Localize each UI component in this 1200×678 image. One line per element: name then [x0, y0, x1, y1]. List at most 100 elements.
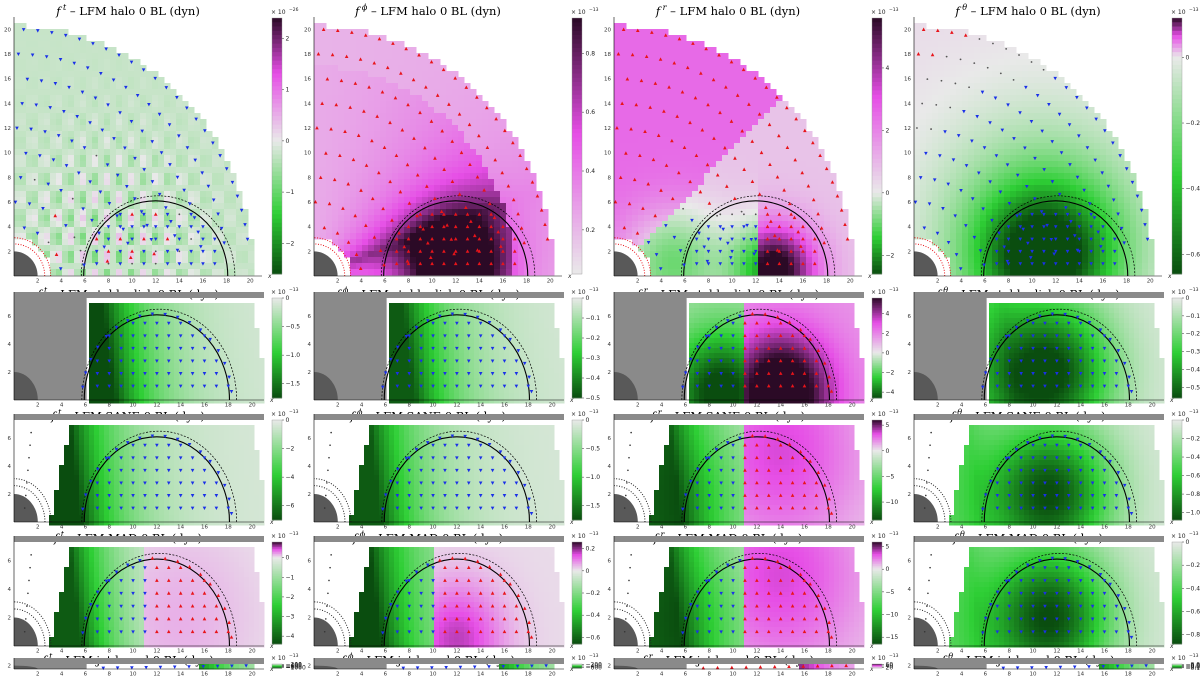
heat-cell: [440, 107, 447, 114]
heat-cell: [218, 203, 225, 210]
marker-positive: [377, 36, 382, 41]
heat-cell: [728, 143, 735, 150]
heat-cell: [650, 89, 657, 96]
heat-cell: [44, 107, 51, 114]
marker-negative: [185, 106, 189, 110]
marker-positive: [364, 163, 369, 167]
marker-zero: [79, 249, 82, 252]
heat-cell: [32, 107, 39, 114]
heat-cell: [704, 119, 711, 126]
y-tick-label: 10: [304, 151, 311, 157]
heat-cell: [644, 113, 651, 120]
heat-cell: [944, 107, 951, 114]
marker-negative: [730, 225, 734, 229]
heat-cell: [686, 233, 693, 240]
heat-cell: [644, 239, 651, 246]
marker-positive: [765, 237, 770, 241]
heat-cell: [926, 95, 933, 102]
colorbar-segment: [872, 201, 882, 207]
heat-cell: [98, 47, 105, 54]
heat-cell: [92, 53, 99, 60]
heat-cell: [38, 137, 45, 144]
heat-cell: [668, 59, 675, 66]
heat-cell: [350, 53, 357, 60]
heat-cell: [620, 23, 627, 30]
heat-cell: [110, 53, 117, 60]
heat-cell: [698, 77, 705, 84]
heat-cell: [362, 35, 369, 42]
heat-cell: [50, 191, 57, 198]
colorbar-segment: [572, 60, 582, 66]
heat-cell: [458, 137, 465, 144]
heat-cell: [182, 227, 189, 234]
heat-cell: [656, 35, 663, 42]
marker-positive: [627, 201, 632, 206]
heat-cell: [80, 233, 87, 240]
heat-cell: [644, 137, 651, 144]
heat-cell: [536, 191, 543, 198]
heat-cell: [716, 155, 723, 162]
marker-positive: [367, 85, 371, 89]
marker-positive: [429, 60, 434, 64]
heat-cell: [410, 89, 417, 96]
heat-cell: [668, 197, 675, 204]
heat-cell: [74, 173, 81, 180]
heat-cell: [104, 83, 111, 90]
heat-cell: [764, 149, 771, 156]
heat-cell: [656, 47, 663, 54]
heat-cell: [776, 107, 783, 114]
heat-cell: [362, 29, 369, 36]
heat-cell: [680, 203, 687, 210]
heat-cell: [20, 35, 27, 42]
heat-cell: [332, 239, 339, 246]
heat-cell: [434, 227, 441, 234]
heat-cell: [662, 173, 669, 180]
heat-cell: [806, 161, 813, 168]
heat-cell: [380, 227, 387, 234]
marker-positive: [670, 138, 674, 143]
heat-cell: [956, 197, 963, 204]
heat-cell: [398, 173, 405, 180]
heat-cell: [938, 107, 945, 114]
heat-cell: [122, 53, 129, 60]
heat-cell: [128, 191, 135, 198]
heat-cell: [44, 221, 51, 228]
heat-cell: [914, 203, 921, 210]
heat-cell: [368, 227, 375, 234]
heat-cell: [200, 203, 207, 210]
heat-cell: [380, 239, 387, 246]
marker-positive: [488, 201, 492, 206]
heat-cell: [344, 197, 351, 204]
heat-cell: [704, 167, 711, 174]
heat-cell: [332, 71, 339, 78]
heat-cell: [92, 83, 99, 90]
heat-cell: [74, 41, 81, 48]
x-tick-label: 16: [799, 279, 806, 285]
heat-cell: [404, 95, 411, 102]
marker-negative: [682, 263, 686, 267]
heat-cell: [458, 221, 465, 228]
heat-cell: [938, 239, 945, 246]
heat-cell: [38, 53, 45, 60]
heat-cell: [158, 83, 165, 90]
heat-cell: [656, 143, 663, 150]
marker-negative: [88, 121, 92, 125]
heat-cell: [344, 125, 351, 132]
heat-cell: [722, 107, 729, 114]
heat-cell: [836, 221, 843, 228]
marker-positive: [445, 223, 449, 227]
marker-negative: [749, 237, 754, 242]
heat-cell: [104, 71, 111, 78]
heat-cell: [620, 47, 627, 54]
heat-cell: [626, 113, 633, 120]
heat-cell: [164, 185, 171, 192]
marker-positive: [406, 261, 411, 266]
heat-cell: [530, 209, 537, 216]
heat-cell: [140, 221, 147, 228]
horizon-ring: [13, 243, 46, 277]
heat-cell: [206, 227, 213, 234]
heat-cell: [236, 233, 243, 240]
heat-cell: [938, 137, 945, 144]
heat-cell: [314, 227, 321, 234]
marker-positive: [629, 127, 633, 131]
